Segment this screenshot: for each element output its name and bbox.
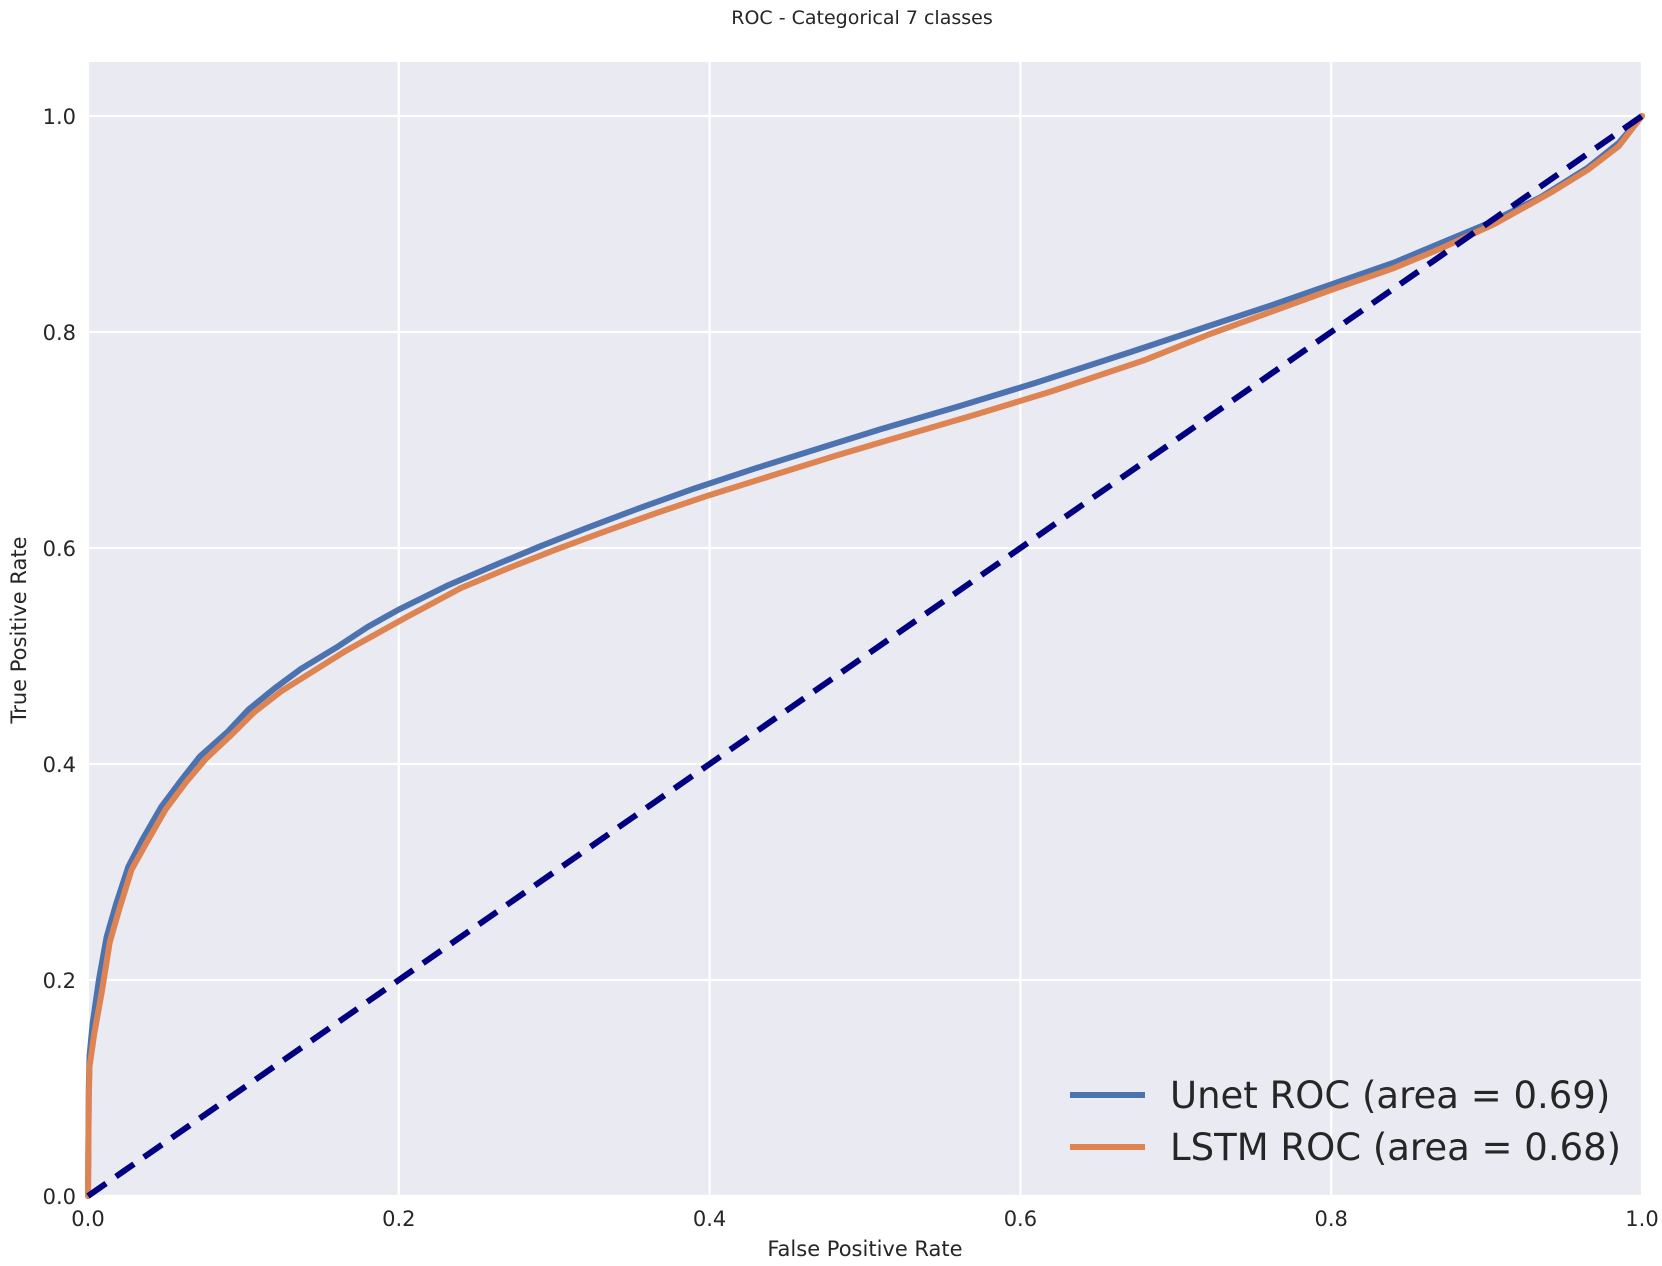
x-tick-label: 0.0 xyxy=(71,1207,104,1231)
x-tick-label: 0.8 xyxy=(1314,1207,1347,1231)
x-tick-label: 1.0 xyxy=(1625,1207,1658,1231)
y-axis-label: True Positive Rate xyxy=(7,536,31,724)
y-tick-label: 0.2 xyxy=(43,969,76,993)
x-tick-label: 0.2 xyxy=(382,1207,415,1231)
x-tick-label: 0.6 xyxy=(1004,1207,1037,1231)
y-tick-label: 1.0 xyxy=(43,105,76,129)
series-line-unet xyxy=(85,113,1645,1199)
legend: Unet ROC (area = 0.69) LSTM ROC (area = 0… xyxy=(1070,1074,1621,1169)
y-tick-label: 0.6 xyxy=(43,537,76,561)
plot-area xyxy=(88,62,1642,1196)
y-tick-label: 0.0 xyxy=(43,1185,76,1209)
chart-title: ROC - Categorical 7 classes xyxy=(731,7,992,29)
series-layer xyxy=(85,113,1645,1199)
grid-lines xyxy=(86,62,1644,1198)
series-line-lstm xyxy=(85,113,1645,1199)
x-tick-label: 0.4 xyxy=(693,1207,726,1231)
y-tick-label: 0.8 xyxy=(43,321,76,345)
legend-label: Unet ROC (area = 0.69) xyxy=(1170,1074,1610,1117)
x-tick-labels: 0.0 0.2 0.4 0.6 0.8 1.0 xyxy=(71,1207,1658,1231)
y-tick-label: 0.4 xyxy=(43,753,76,777)
y-tick-labels: 0.0 0.2 0.4 0.6 0.8 1.0 xyxy=(43,105,76,1209)
legend-label: LSTM ROC (area = 0.68) xyxy=(1170,1126,1621,1169)
reference-diagonal-line xyxy=(86,113,1644,1199)
x-axis-label: False Positive Rate xyxy=(767,1237,962,1261)
